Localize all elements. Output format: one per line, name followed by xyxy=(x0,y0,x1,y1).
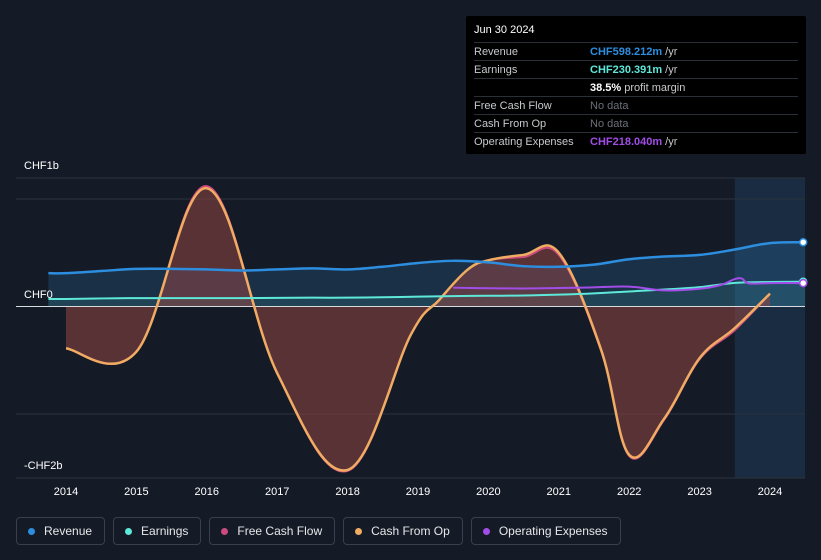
tooltip-date: Jun 30 2024 xyxy=(474,24,535,36)
y-tick-label-zero: CHF0 xyxy=(24,289,53,301)
tooltip-row: 38.5% profit margin xyxy=(474,78,798,96)
legend-label: Operating Expenses xyxy=(498,524,608,538)
forecast-region xyxy=(734,178,805,478)
tooltip-row: Cash From Op No data xyxy=(474,114,798,132)
legend-dot-icon xyxy=(355,527,363,535)
tooltip-row-suffix: /yr xyxy=(665,45,678,58)
legend-dot-icon xyxy=(28,527,35,535)
y-tick-label-top: CHF1b xyxy=(24,160,59,172)
legend: Revenue Earnings Free Cash Flow Cash From O… xyxy=(16,517,621,545)
tooltip-row-value: No data xyxy=(590,117,629,130)
earnings-area xyxy=(48,281,806,307)
free-cash-flow-area xyxy=(66,186,770,472)
legend-item-operating-expenses[interactable]: Operating Expenses xyxy=(470,517,621,545)
legend-label: Earnings xyxy=(141,524,189,538)
x-tick-label: 2020 xyxy=(476,486,500,498)
x-tick-label: 2021 xyxy=(547,486,571,498)
legend-label: Free Cash Flow xyxy=(237,524,323,538)
legend-dot-icon xyxy=(482,527,490,535)
tooltip-row: Operating Expenses CHF218.040m/yr xyxy=(474,132,798,150)
legend-label: Revenue xyxy=(44,524,93,538)
x-tick-label: 2017 xyxy=(265,486,289,498)
y-tick-label-bottom: -CHF2b xyxy=(24,460,63,472)
x-tick-label: 2018 xyxy=(335,486,359,498)
legend-item-earnings[interactable]: Earnings xyxy=(113,517,202,545)
x-tick-label: 2024 xyxy=(758,486,782,498)
earnings-line xyxy=(48,280,806,301)
operating-expenses-line xyxy=(453,277,806,292)
legend-item-revenue[interactable]: Revenue xyxy=(16,517,106,545)
tooltip-row-label: Free Cash Flow xyxy=(474,99,552,112)
revenue-line xyxy=(48,240,806,275)
tooltip-row: Free Cash Flow No data xyxy=(474,96,798,114)
legend-item-cash-from-op[interactable]: Cash From Op xyxy=(343,517,463,545)
tooltip-row-value: CHF218.040m xyxy=(590,135,663,148)
legend-item-free-cash-flow[interactable]: Free Cash Flow xyxy=(209,517,336,545)
cash-from-op-area xyxy=(66,188,770,471)
legend-dot-icon xyxy=(125,527,133,535)
cash-from-op-line xyxy=(65,187,771,472)
x-tick-label: 2022 xyxy=(617,486,641,498)
tooltip-row-label: Revenue xyxy=(474,45,519,58)
tooltip-row-label: Earnings xyxy=(474,63,518,76)
x-tick-label: 2015 xyxy=(124,486,148,498)
operating-expenses-end-marker xyxy=(798,278,808,288)
data-tooltip: Jun 30 2024 Revenue CHF598.212m/yr Earning… xyxy=(466,16,806,154)
tooltip-row: Revenue CHF598.212m/yr xyxy=(474,42,798,60)
revenue-end-marker xyxy=(798,237,808,247)
revenue-area xyxy=(48,242,806,307)
tooltip-row-value: CHF598.212m xyxy=(590,45,663,58)
tooltip-row: Earnings CHF230.391m/yr xyxy=(474,60,798,78)
tooltip-row-label: Cash From Op xyxy=(474,117,547,130)
tooltip-row-value: 38.5% xyxy=(590,81,622,94)
x-tick-label: 2019 xyxy=(406,486,430,498)
tooltip-row-label: Operating Expenses xyxy=(474,135,574,148)
x-tick-label: 2014 xyxy=(54,486,78,498)
tooltip-row-value: CHF230.391m xyxy=(590,63,663,76)
x-tick-label: 2016 xyxy=(195,486,219,498)
legend-dot-icon xyxy=(221,527,229,535)
tooltip-row-value: No data xyxy=(590,99,629,112)
legend-label: Cash From Op xyxy=(371,524,450,538)
tooltip-row-suffix: /yr xyxy=(665,63,678,76)
tooltip-row-suffix: /yr xyxy=(665,135,678,148)
tooltip-row-suffix: profit margin xyxy=(624,81,686,94)
x-tick-label: 2023 xyxy=(687,486,711,498)
